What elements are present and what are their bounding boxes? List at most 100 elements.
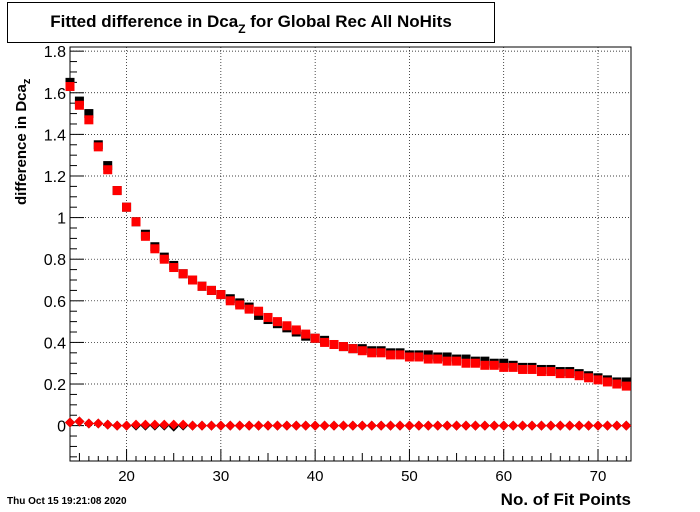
data-point [536,367,546,377]
data-point [564,420,575,431]
data-point [122,202,132,212]
data-point [206,420,217,431]
chart-title-subscript: Z [238,22,246,36]
data-point [404,420,415,431]
data-point [584,373,594,383]
data-point [498,420,509,431]
data-point [121,420,132,431]
data-point [555,369,565,379]
data-point [112,420,123,431]
data-point [300,420,311,431]
data-point [621,420,632,431]
data-point [338,342,348,352]
data-point [310,420,321,431]
data-point [272,420,283,431]
data-point [206,285,216,295]
data-point [470,420,481,431]
data-point [187,420,198,431]
data-point [602,377,612,387]
data-point [159,419,170,430]
data-point [621,381,631,391]
data-point [320,337,330,347]
data-point [612,379,622,389]
data-point [197,420,207,431]
data-point [508,362,518,372]
y-tick-label: 0.4 [44,335,66,352]
data-point [413,420,424,431]
data-point [545,420,556,431]
x-axis-label: No. of Fit Points [500,490,631,509]
data-point [244,304,254,314]
data-point [84,109,94,119]
data-point [131,217,141,227]
data-point [574,371,584,381]
plot-frame [69,46,632,462]
y-tick-label: 0.6 [44,294,66,311]
data-point [432,420,443,431]
data-point [301,329,311,339]
data-point [197,281,207,291]
data-point [357,420,368,431]
data-point [65,82,75,92]
data-point [357,346,367,356]
data-point [423,420,434,431]
y-tick-label: 0 [57,419,66,436]
y-axis-label: difference in Dcaz [13,79,33,205]
data-point [480,360,490,370]
data-point [225,296,235,306]
data-point [546,367,556,377]
data-point [235,300,245,310]
data-point [272,317,282,327]
y-tick-label: 0.2 [44,377,66,394]
x-tick-label: 30 [213,468,230,485]
data-point [414,352,424,362]
data-point [329,339,339,349]
y-tick-label: 1.2 [44,169,66,186]
data-point [263,420,273,431]
data-point [74,100,84,110]
axis-ticks [69,50,627,461]
data-point [376,420,387,431]
data-point [423,354,433,364]
data-point [565,369,575,379]
y-tick-label: 1.6 [44,86,66,103]
chart-title-main: Fitted difference in Dca [50,12,239,31]
data-point [489,420,500,431]
data-point [508,420,519,431]
y-tick-label: 0.8 [44,252,66,269]
data-point [83,418,94,429]
y-tick-label: 1.8 [44,44,66,61]
data-point [452,356,462,366]
data-point [367,348,377,358]
x-tick-label: 20 [118,468,135,485]
data-point [583,420,594,431]
x-tick-label: 40 [307,468,324,485]
data-point [112,186,122,196]
data-point [244,420,255,431]
x-tick-label: 50 [401,468,418,485]
data-point [442,420,453,431]
data-point [517,420,528,431]
data-point [310,333,320,343]
data-point [159,254,169,264]
data-point [433,354,443,364]
title-box: Fitted difference in DcaZ for Global Rec… [7,2,495,43]
data-point [376,348,386,358]
data-point [93,142,103,152]
data-point [131,419,141,430]
data-point [593,375,603,385]
data-point [395,420,405,431]
data-point [611,420,622,431]
data-point [93,418,104,429]
y-axis-label-subscript: z [21,78,33,85]
data-point [518,364,528,374]
timestamp: Thu Oct 15 19:21:08 2020 [7,496,127,507]
data-point [178,269,188,279]
data-point [291,420,302,431]
data-point [461,358,471,368]
data-point [169,263,179,273]
data-point [84,115,94,125]
data-point [282,321,292,331]
data-point [178,419,189,430]
